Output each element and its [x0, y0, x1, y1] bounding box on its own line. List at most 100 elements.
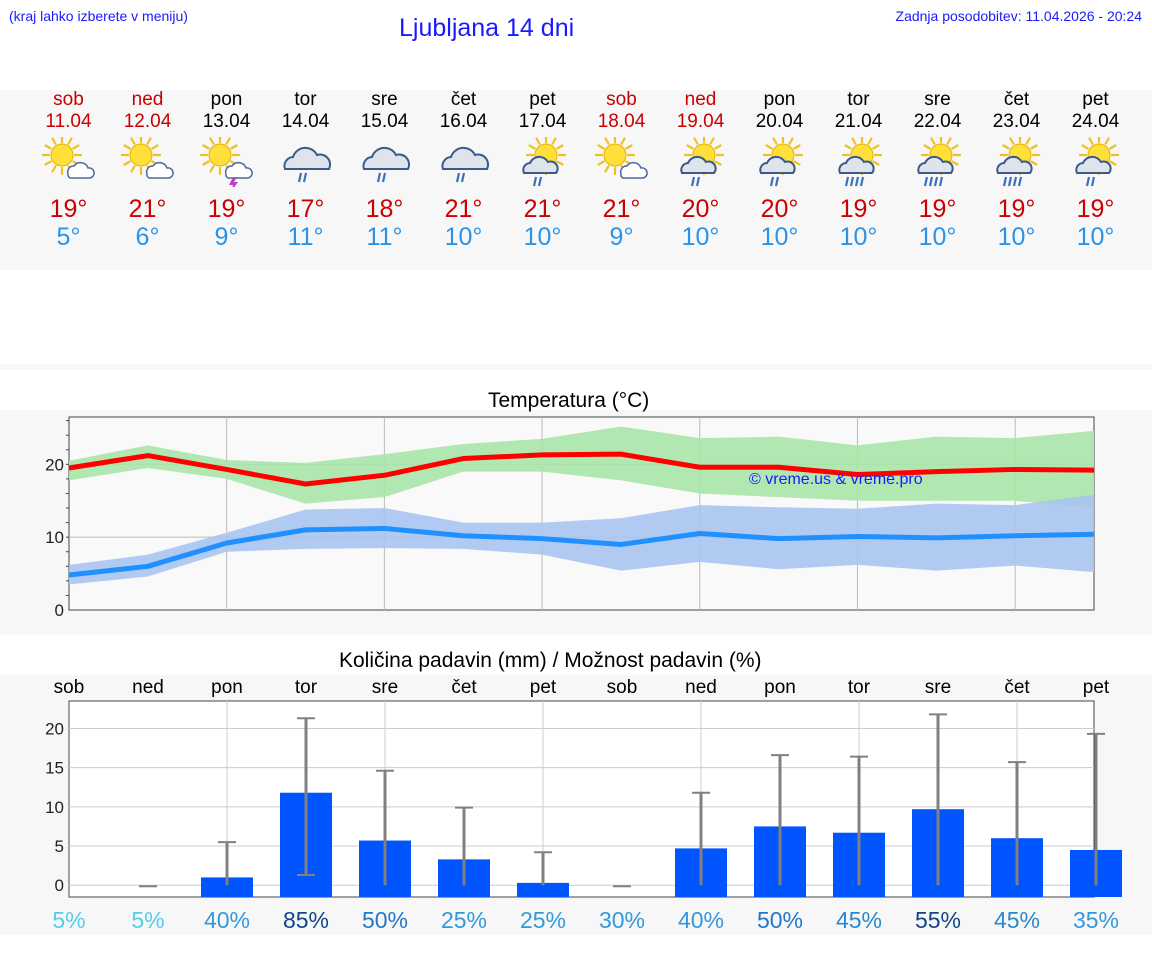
- day-date: 24.04: [1071, 111, 1120, 132]
- day-date: 20.04: [755, 111, 804, 132]
- cloud-rain-icon: [283, 146, 332, 183]
- max-temperature: 20°: [681, 195, 720, 223]
- small-cloud-icon: [66, 162, 95, 179]
- cloud-icon: [522, 155, 559, 174]
- max-temperature: 20°: [760, 195, 799, 223]
- day-date: 18.04: [597, 111, 646, 132]
- min-temperature: 9°: [609, 223, 634, 251]
- day-name: sob: [606, 89, 637, 110]
- y-tick-label: 10: [45, 798, 64, 817]
- max-temperature: 19°: [839, 195, 878, 223]
- precipitation-chart: sob ned pon tor sre čet pet sob ned pon tor sre čet p…: [45, 677, 1122, 933]
- lightning-icon: [229, 177, 238, 187]
- cloud-icon: [283, 146, 332, 170]
- precipitation-probability: 40%: [204, 907, 250, 933]
- precipitation-chart-title: Količina padavin (mm) / Možnost padavin …: [339, 649, 762, 672]
- day-name: pon: [210, 89, 243, 110]
- daily-forecast-panel: [0, 90, 1152, 270]
- sun-cloud-icon: [42, 137, 95, 179]
- forecast-day: tor 14.04 17° 11°: [266, 89, 345, 259]
- sun-rain-icon: [1075, 137, 1120, 187]
- cloud-icon: [680, 155, 717, 174]
- rain-icon: [532, 176, 543, 187]
- forecast-day: čet 16.04 21° 10°: [424, 89, 503, 259]
- sun-storm-icon: [200, 137, 253, 187]
- rain-icon: [376, 172, 387, 183]
- precipitation-probability: 5%: [131, 907, 164, 933]
- day-date: 14.04: [281, 111, 330, 132]
- min-temperature: 10°: [681, 223, 720, 251]
- precipitation-probability: 85%: [283, 907, 329, 933]
- max-temperature: 19°: [49, 195, 88, 223]
- min-temperature: 10°: [1076, 223, 1115, 251]
- day-date: 21.04: [834, 111, 883, 132]
- sun-icon: [42, 137, 83, 176]
- rain-icon: [1085, 176, 1096, 187]
- day-name: pet: [529, 89, 556, 110]
- max-temperature: 21°: [602, 195, 641, 223]
- day-date: 13.04: [202, 111, 251, 132]
- forecast-day: sob 11.04 19° 5°: [29, 89, 108, 259]
- forecast-day: sob 18.04 21° 9°: [582, 89, 661, 259]
- precipitation-probability: 45%: [994, 907, 1040, 933]
- min-temperature: 5°: [56, 223, 81, 251]
- day-date: 19.04: [676, 111, 725, 132]
- rain-icon: [923, 176, 944, 187]
- cloud-icon: [759, 155, 796, 174]
- min-temperature: 11°: [366, 223, 403, 251]
- sun-heavy-rain-icon: [917, 137, 962, 187]
- temperature-chart-title: Temperatura (°C): [488, 389, 650, 412]
- min-temperature-line: [68, 525, 1095, 578]
- rain-icon: [1002, 176, 1023, 187]
- max-temperature: 19°: [1076, 195, 1115, 223]
- day-label: ned: [132, 677, 164, 698]
- max-temperature: 19°: [918, 195, 957, 223]
- max-temperature: 21°: [444, 195, 483, 223]
- cloud-icon: [917, 155, 954, 174]
- precipitation-probability: 45%: [836, 907, 882, 933]
- forecast-day: sre 22.04 19° 10°: [898, 89, 977, 259]
- rain-icon: [297, 172, 308, 183]
- y-tick-label: 15: [45, 759, 64, 778]
- max-temperature-range: [69, 426, 1094, 509]
- y-tick-label: 10: [45, 528, 64, 547]
- cloud-icon: [362, 146, 411, 170]
- day-date: 17.04: [518, 111, 567, 132]
- sun-heavy-rain-icon: [996, 137, 1041, 187]
- y-tick-label: 0: [55, 876, 64, 895]
- day-name: čet: [450, 89, 477, 110]
- sun-rain-icon: [680, 137, 725, 187]
- day-name: tor: [294, 89, 317, 110]
- rain-icon: [844, 176, 865, 187]
- max-temperature: 17°: [286, 195, 325, 223]
- y-tick-label: 20: [45, 719, 64, 738]
- forecast-day: tor 21.04 19° 10°: [819, 89, 898, 259]
- page-title: Ljubljana 14 dni: [399, 14, 575, 42]
- forecast-day: pon 20.04 20° 10°: [740, 89, 819, 259]
- region-menu-hint[interactable]: (kraj lahko izberete v meniju): [9, 8, 188, 24]
- precipitation-bar: [517, 882, 569, 897]
- day-label: čet: [1004, 677, 1030, 698]
- min-temperature: 6°: [135, 223, 160, 251]
- day-label: čet: [451, 677, 477, 698]
- day-date: 12.04: [123, 111, 172, 132]
- day-name: sre: [371, 89, 398, 110]
- min-temperature: 10°: [918, 223, 957, 251]
- forecast-day: čet 23.04 19° 10°: [977, 89, 1056, 259]
- rain-icon: [690, 176, 701, 187]
- min-temperature: 10°: [523, 223, 562, 251]
- day-date: 23.04: [992, 111, 1041, 132]
- precipitation-probability: 40%: [678, 907, 724, 933]
- day-date: 16.04: [439, 111, 488, 132]
- max-temperature: 21°: [128, 195, 167, 223]
- day-label: pon: [211, 677, 243, 698]
- min-temperature: 10°: [839, 223, 878, 251]
- max-temperature: 18°: [365, 195, 404, 223]
- day-name: pet: [1082, 89, 1109, 110]
- day-label: pet: [1083, 677, 1110, 698]
- watermark: © vreme.us & vreme.pro: [749, 471, 923, 488]
- min-temperature: 11°: [287, 223, 324, 251]
- day-date: 11.04: [45, 111, 92, 132]
- sun-cloud-icon: [121, 137, 174, 179]
- day-name: sre: [924, 89, 951, 110]
